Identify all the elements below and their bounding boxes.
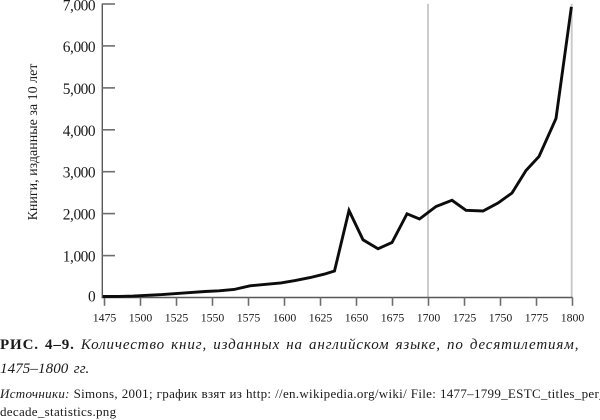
svg-text:1725: 1725: [453, 311, 477, 325]
svg-text:1625: 1625: [309, 311, 333, 325]
svg-text:4,000: 4,000: [63, 123, 96, 140]
svg-text:1700: 1700: [417, 311, 441, 325]
svg-text:1775: 1775: [525, 311, 549, 325]
svg-text:1750: 1750: [489, 311, 513, 325]
svg-text:1800: 1800: [561, 311, 585, 325]
svg-text:1600: 1600: [273, 311, 297, 325]
svg-text:1475: 1475: [93, 311, 117, 325]
svg-text:3,000: 3,000: [63, 165, 96, 182]
svg-text:Книги, изданные за 10 лет: Книги, изданные за 10 лет: [26, 64, 41, 221]
svg-text:1500: 1500: [129, 311, 153, 325]
svg-text:1,000: 1,000: [63, 249, 96, 266]
svg-text:2,000: 2,000: [63, 207, 96, 224]
svg-text:5,000: 5,000: [63, 81, 96, 98]
svg-text:0: 0: [88, 289, 96, 306]
svg-text:1650: 1650: [345, 311, 369, 325]
svg-text:1675: 1675: [381, 311, 405, 325]
svg-text:1575: 1575: [237, 311, 261, 325]
svg-text:1550: 1550: [201, 311, 225, 325]
svg-text:6,000: 6,000: [63, 39, 96, 56]
svg-text:1525: 1525: [165, 311, 189, 325]
svg-text:7,000: 7,000: [63, 0, 96, 14]
